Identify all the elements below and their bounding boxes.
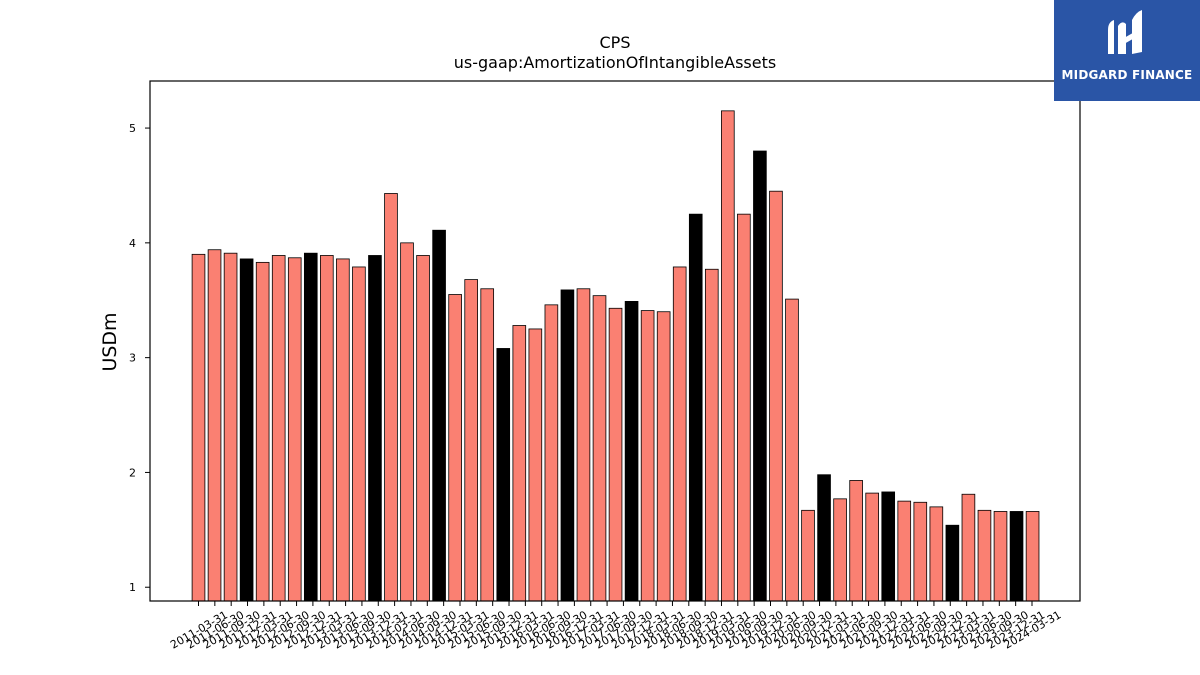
bar-2020-06-30 bbox=[785, 298, 799, 602]
bar-2013-06-30 bbox=[336, 258, 350, 602]
bar-2017-09-30 bbox=[608, 307, 623, 602]
bar-2018-06-30 bbox=[656, 311, 671, 602]
bar-2020-03-31 bbox=[769, 190, 783, 602]
midgard-logo-icon bbox=[1108, 10, 1142, 54]
y-tick-label: 1 bbox=[129, 581, 136, 594]
bar-2016-06-30 bbox=[528, 328, 543, 602]
bar-2015-06-30 bbox=[464, 279, 478, 602]
y-tick-label: 2 bbox=[129, 466, 136, 479]
bar-2016-09-30 bbox=[544, 304, 559, 602]
brand-logo: MIDGARD FINANCE bbox=[1054, 0, 1200, 101]
bar-2018-09-30 bbox=[672, 266, 687, 602]
bar-2013-12-31 bbox=[368, 255, 382, 602]
bar-2018-12-31 bbox=[688, 213, 703, 602]
y-tick-label: 4 bbox=[129, 237, 136, 250]
y-tick-label: 5 bbox=[129, 122, 136, 135]
bar-2023-12-31 bbox=[1009, 511, 1024, 602]
bar-2012-03-31 bbox=[255, 261, 270, 602]
bar-2016-12-31 bbox=[560, 289, 575, 602]
bar-2012-09-30 bbox=[287, 257, 302, 602]
bar-2019-09-30 bbox=[737, 213, 751, 602]
bar-2012-12-31 bbox=[303, 252, 318, 602]
bar-2015-03-31 bbox=[448, 294, 462, 602]
bar-2011-03-31 bbox=[191, 253, 206, 602]
bar-2015-12-31 bbox=[496, 348, 511, 602]
bar-2023-09-30 bbox=[993, 511, 1008, 602]
bar-2024-03-31 bbox=[1025, 511, 1040, 602]
bar-2021-03-31 bbox=[833, 498, 847, 602]
bar-2014-06-30 bbox=[400, 242, 414, 602]
bar-2019-06-30 bbox=[721, 110, 735, 602]
bar-series bbox=[191, 110, 1040, 602]
bar-2011-12-31 bbox=[239, 258, 254, 602]
bar-2019-03-31 bbox=[704, 268, 719, 602]
chart-title: CPS bbox=[600, 33, 631, 52]
bar-2015-09-30 bbox=[480, 288, 495, 602]
bar-2022-12-31 bbox=[945, 524, 960, 602]
bar-2014-12-31 bbox=[432, 229, 446, 602]
x-axis-ticks: 2011-03-312011-06-302011-09-302011-12-31… bbox=[168, 601, 1064, 652]
bar-2017-06-30 bbox=[592, 295, 607, 602]
y-tick-label: 3 bbox=[129, 352, 136, 365]
bar-2020-09-30 bbox=[801, 509, 815, 602]
bar-2020-12-31 bbox=[817, 474, 831, 602]
bar-2013-03-31 bbox=[320, 255, 334, 602]
bar-2013-09-30 bbox=[352, 266, 366, 602]
bar-2022-03-31 bbox=[897, 500, 912, 602]
y-axis-label: USDm bbox=[99, 312, 121, 371]
bar-2012-06-30 bbox=[271, 255, 286, 602]
bar-2017-12-31 bbox=[624, 300, 639, 602]
bar-2017-03-31 bbox=[576, 288, 591, 602]
bar-2014-09-30 bbox=[416, 255, 430, 602]
bar-2016-03-31 bbox=[512, 325, 527, 602]
bar-2021-12-31 bbox=[881, 491, 896, 602]
bar-2022-06-30 bbox=[913, 501, 928, 602]
chart-subtitle: us-gaap:AmortizationOfIntangibleAssets bbox=[454, 53, 776, 72]
bar-2023-03-31 bbox=[961, 493, 976, 602]
bar-2021-06-30 bbox=[849, 480, 863, 602]
bar-2011-06-30 bbox=[207, 249, 222, 602]
bar-2021-09-30 bbox=[865, 492, 879, 602]
brand-name: MIDGARD FINANCE bbox=[1061, 68, 1193, 82]
y-axis-ticks: 1 2 3 4 5 bbox=[129, 122, 150, 594]
bar-2019-12-31 bbox=[753, 150, 767, 602]
bar-2023-06-30 bbox=[977, 509, 992, 602]
bar-2014-03-31 bbox=[384, 193, 398, 602]
bar-2018-03-31 bbox=[640, 310, 655, 602]
plot-frame bbox=[149, 80, 1081, 602]
bar-2022-09-30 bbox=[929, 506, 944, 602]
bar-2011-09-30 bbox=[223, 252, 238, 602]
